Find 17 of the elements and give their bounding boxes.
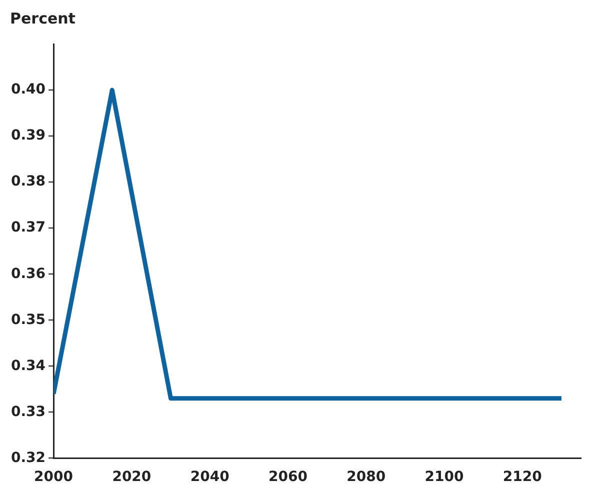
x-tick-label: 2100 — [424, 469, 464, 486]
x-tick-label: 2020 — [112, 469, 152, 486]
x-tick-label: 2080 — [346, 469, 386, 486]
x-tick-label: 2040 — [190, 469, 230, 486]
x-tick-label: 2120 — [502, 469, 542, 486]
x-tick-label: 2060 — [268, 469, 308, 486]
y-tick-label: 0.36 — [10, 266, 46, 282]
x-tick-label: 2000 — [34, 469, 74, 486]
y-tick-label: 0.32 — [10, 450, 46, 466]
y-tick-label: 0.37 — [10, 220, 46, 236]
y-tick-label: 0.39 — [10, 128, 46, 144]
y-tick-label: 0.40 — [10, 82, 46, 98]
y-tick-label: 0.35 — [10, 312, 46, 328]
y-tick-label: 0.33 — [10, 404, 46, 420]
y-tick-label: 0.34 — [10, 358, 46, 374]
y-axis-title: Percent — [10, 9, 76, 28]
y-tick-label: 0.38 — [10, 174, 46, 190]
